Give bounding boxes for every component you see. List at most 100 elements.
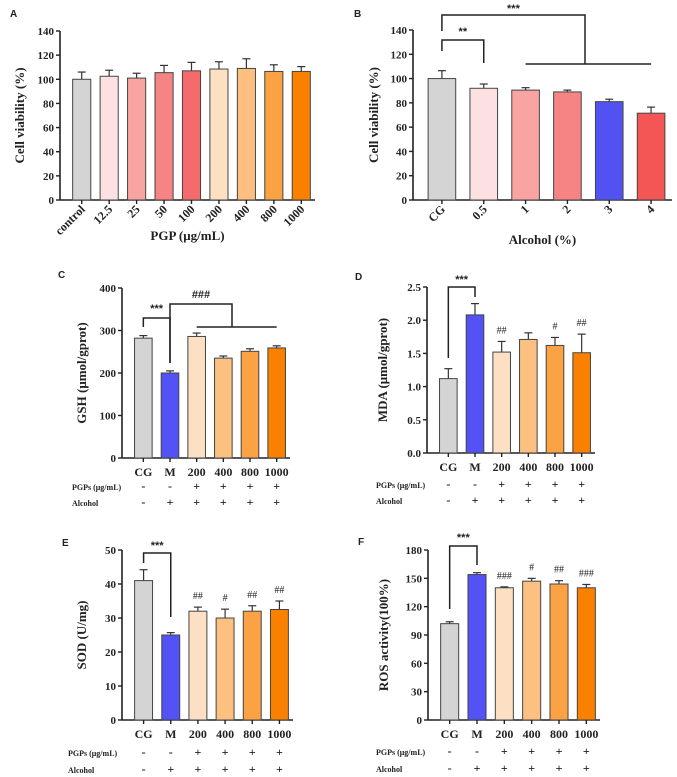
y-tick-label: 40 <box>105 579 117 591</box>
bar <box>267 347 286 459</box>
treatment-sign: + <box>556 761 563 775</box>
x-tick-label: 100 <box>175 202 198 225</box>
bar <box>269 609 289 721</box>
bar <box>236 67 256 201</box>
treatment-sign: + <box>249 745 256 759</box>
bar <box>214 357 233 459</box>
treatment-sign: + <box>193 495 200 509</box>
y-tick-label: 80 <box>396 98 408 110</box>
y-tick-label: 20 <box>396 171 408 183</box>
x-tick-label: 400 <box>216 727 234 741</box>
treatment-label: Alcohol <box>68 766 95 775</box>
x-tick-label: M <box>471 727 482 741</box>
bar <box>134 580 154 721</box>
x-tick-label: 400 <box>523 727 541 741</box>
treatment-sign: + <box>220 495 227 509</box>
x-tick-label: 25 <box>124 202 142 220</box>
treatment-sign: + <box>474 761 481 775</box>
y-tick-label: 120 <box>406 602 423 614</box>
bar <box>127 77 147 201</box>
y-tick-label: 1.5 <box>407 348 421 360</box>
treatment-sign: + <box>167 762 174 776</box>
significance-label: ## <box>247 590 257 601</box>
x-tick-label: 1000 <box>574 727 598 741</box>
significance-label: ### <box>192 289 210 301</box>
bar <box>594 101 624 201</box>
treatment-sign: - <box>142 762 146 776</box>
significance-label: ### <box>497 571 512 582</box>
treatment-sign: - <box>169 745 173 759</box>
bar <box>576 587 596 721</box>
x-tick-label: 4 <box>643 202 657 216</box>
significance-bracket <box>441 39 485 63</box>
bar <box>549 583 569 721</box>
y-tick-label: 0 <box>111 453 117 465</box>
bar <box>519 338 538 454</box>
x-tick-label: 800 <box>550 727 568 741</box>
y-tick-label: 20 <box>105 647 117 659</box>
y-tick-label: 60 <box>396 122 408 134</box>
panel-letter: F <box>358 537 364 548</box>
bar <box>439 378 458 454</box>
bar <box>511 89 540 201</box>
y-tick-label: 140 <box>38 26 55 38</box>
x-tick-label: M <box>165 727 176 741</box>
y-tick-label: 120 <box>391 49 408 61</box>
bar <box>553 91 582 201</box>
x-tick-label: CG <box>441 727 459 741</box>
treatment-sign: + <box>167 495 174 509</box>
significance-label: ### <box>579 568 594 579</box>
x-tick-label: 0.5 <box>469 202 490 223</box>
y-tick-label: 2.0 <box>407 315 421 327</box>
y-tick-label: 10 <box>105 681 117 693</box>
panel-letter: D <box>355 272 362 283</box>
significance-label: # <box>529 562 534 573</box>
y-axis-label: GSH (μmol/gprot) <box>74 322 89 423</box>
x-tick-label: 200 <box>495 727 513 741</box>
y-axis-label: ROS activity(100%) <box>376 579 391 691</box>
x-tick-label: control <box>52 202 88 238</box>
bar <box>427 78 457 201</box>
treatment-sign: + <box>276 745 283 759</box>
x-axis-label: PGP (μg/mL) <box>150 228 224 243</box>
y-tick-label: 2.5 <box>407 282 421 294</box>
significance-label: *** <box>507 3 521 15</box>
treatment-label: PGPs (μg/mL) <box>68 749 118 758</box>
y-tick-label: 80 <box>43 98 55 110</box>
x-tick-label: CG <box>135 727 153 741</box>
treatment-sign: + <box>273 479 280 493</box>
treatment-sign: + <box>501 744 508 758</box>
significance-label: # <box>223 593 228 604</box>
bar <box>134 337 153 459</box>
bar <box>264 70 284 201</box>
significance-label: ## <box>577 318 587 329</box>
treatment-sign: - <box>168 479 172 493</box>
treatment-sign: + <box>194 762 201 776</box>
y-axis-label: Cell viability (%) <box>12 67 27 163</box>
significance-bracket <box>169 303 233 363</box>
treatment-sign: + <box>578 493 585 507</box>
treatment-sign: + <box>194 745 201 759</box>
treatment-sign: + <box>193 479 200 493</box>
x-tick-label: CG <box>134 465 152 479</box>
panel-letter: A <box>10 9 17 20</box>
y-tick-label: 40 <box>43 147 55 159</box>
y-tick-label: 0 <box>111 715 117 727</box>
y-tick-label: 60 <box>43 123 55 135</box>
treatment-sign: - <box>446 477 450 491</box>
x-tick-label: 200 <box>202 202 225 225</box>
y-tick-label: 0.0 <box>407 448 421 460</box>
significance-label: ** <box>459 26 468 38</box>
significance-label: ## <box>274 585 284 596</box>
significance-label: *** <box>457 532 471 544</box>
significance-label: # <box>553 321 558 332</box>
x-tick-label: 400 <box>519 460 537 474</box>
y-tick-label: 40 <box>396 146 408 158</box>
treatment-sign: + <box>222 762 229 776</box>
y-axis-label: MDA (μmol/gprot) <box>375 318 390 422</box>
significance-label: *** <box>455 274 469 286</box>
significance-label: *** <box>151 540 165 552</box>
x-tick-label: 2 <box>559 202 573 216</box>
bar <box>545 344 565 454</box>
significance-label: *** <box>150 303 164 315</box>
